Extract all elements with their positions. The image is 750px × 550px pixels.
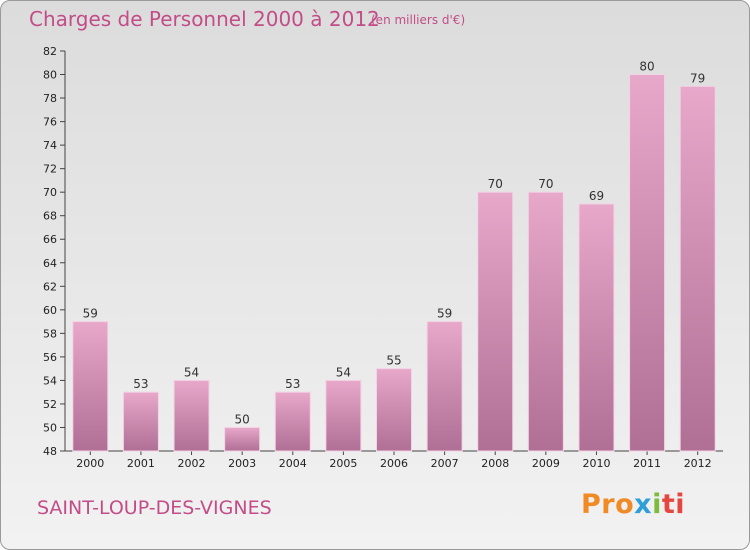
x-tick-label: 2009 <box>532 457 560 470</box>
bar-2004 <box>274 391 311 452</box>
x-tick-label: 2008 <box>481 457 509 470</box>
bar-2011 <box>629 74 666 452</box>
data-label-2000: 59 <box>83 307 98 321</box>
x-tick-label: 2005 <box>329 457 357 470</box>
y-tick-label: 74 <box>43 139 57 152</box>
y-tick-label: 78 <box>43 92 57 105</box>
y-tick-label: 62 <box>43 280 57 293</box>
x-tick-label: 2001 <box>127 457 155 470</box>
data-label-2006: 55 <box>386 354 401 368</box>
x-tick-label: 2000 <box>76 457 104 470</box>
bar-2009 <box>527 191 564 452</box>
y-tick-label: 82 <box>43 45 57 58</box>
chart-title: Charges de Personnel 2000 à 2012 <box>29 7 380 31</box>
y-tick-label: 50 <box>43 421 57 434</box>
logo-part-2: x <box>634 489 653 520</box>
proxiti-logo[interactable]: Proxiti <box>581 489 685 520</box>
data-label-2011: 80 <box>639 60 654 74</box>
data-label-2003: 50 <box>235 412 250 426</box>
x-tick-label: 2011 <box>633 457 661 470</box>
y-tick-label: 70 <box>43 186 57 199</box>
logo-part-4: ti <box>661 489 686 520</box>
y-tick-label: 64 <box>43 257 57 270</box>
y-tick-label: 76 <box>43 116 57 129</box>
y-tick-label: 60 <box>43 304 57 317</box>
bar-2010 <box>578 203 615 452</box>
y-tick-label: 72 <box>43 163 57 176</box>
y-tick-label: 56 <box>43 351 57 364</box>
data-label-2004: 53 <box>285 377 300 391</box>
chart-bars <box>72 74 716 452</box>
x-tick-label: 2006 <box>380 457 408 470</box>
x-tick-label: 2007 <box>431 457 459 470</box>
y-tick-label: 80 <box>43 69 57 82</box>
bar-2007 <box>426 321 463 452</box>
data-label-2001: 53 <box>133 377 148 391</box>
y-tick-label: 52 <box>43 398 57 411</box>
bar-2000 <box>72 321 109 452</box>
bar-2003 <box>224 426 261 452</box>
y-tick-label: 66 <box>43 233 57 246</box>
bar-2012 <box>679 85 716 452</box>
data-label-2010: 69 <box>589 189 604 203</box>
y-tick-label: 54 <box>43 374 57 387</box>
data-label-2012: 79 <box>690 71 705 85</box>
x-tick-label: 2003 <box>228 457 256 470</box>
x-tick-label: 2004 <box>279 457 307 470</box>
data-label-2008: 70 <box>488 177 503 191</box>
data-label-2005: 54 <box>336 365 351 379</box>
x-tick-label: 2012 <box>684 457 712 470</box>
x-tick-label: 2010 <box>582 457 610 470</box>
logo-part-3: i <box>652 489 662 520</box>
logo-part-1: Pro <box>581 489 635 520</box>
x-tick-label: 2002 <box>178 457 206 470</box>
bar-2001 <box>122 391 159 452</box>
y-tick-label: 68 <box>43 210 57 223</box>
y-tick-label: 58 <box>43 327 57 340</box>
chart-data-labels: 59 53 54 50 53 54 55 59 70 70 69 80 79 <box>83 60 706 427</box>
bar-2008 <box>477 191 514 452</box>
data-label-2007: 59 <box>437 307 452 321</box>
bar-2005 <box>325 379 362 452</box>
city-name: SAINT-LOUP-DES-VIGNES <box>37 497 272 519</box>
y-tick-label: 48 <box>43 445 57 458</box>
data-label-2009: 70 <box>538 177 553 191</box>
data-label-2002: 54 <box>184 365 199 379</box>
chart-axes: 48 50 52 54 56 58 60 62 64 66 68 70 72 74 76 78 80 82 2000… <box>43 45 723 470</box>
chart-subtitle: (en milliers d'€) <box>371 13 466 27</box>
bar-2002 <box>173 379 210 452</box>
bar-2006 <box>376 368 412 452</box>
